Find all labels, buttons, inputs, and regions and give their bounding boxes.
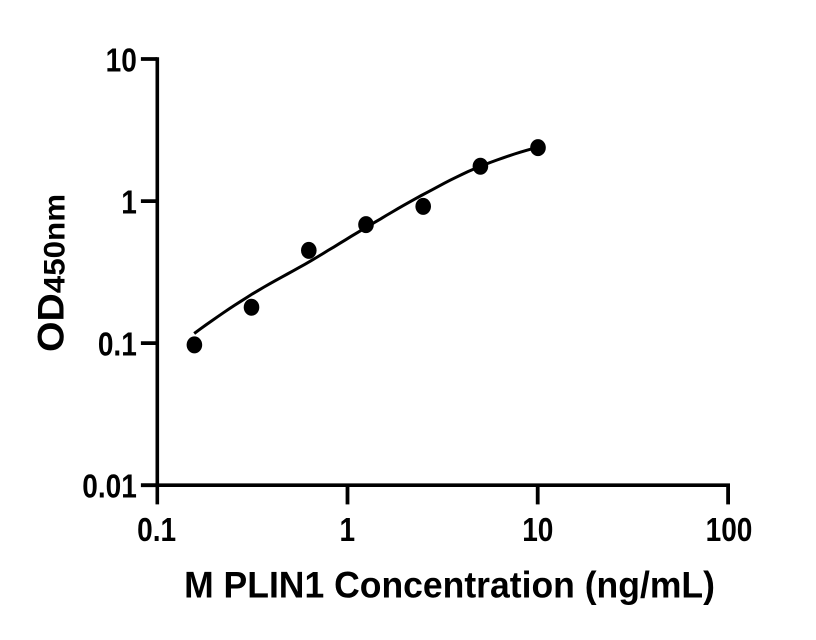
svg-text:1: 1 xyxy=(340,512,356,549)
svg-text:0.1: 0.1 xyxy=(137,512,176,549)
svg-text:10: 10 xyxy=(106,42,137,79)
svg-text:0.1: 0.1 xyxy=(98,326,137,363)
svg-text:M PLIN1 Concentration (ng/mL): M PLIN1 Concentration (ng/mL) xyxy=(184,564,715,606)
svg-text:100: 100 xyxy=(706,512,753,549)
svg-text:1: 1 xyxy=(121,184,137,221)
svg-text:OD450nm: OD450nm xyxy=(30,194,72,352)
svg-text:10: 10 xyxy=(522,512,553,549)
svg-text:0.01: 0.01 xyxy=(82,468,137,505)
